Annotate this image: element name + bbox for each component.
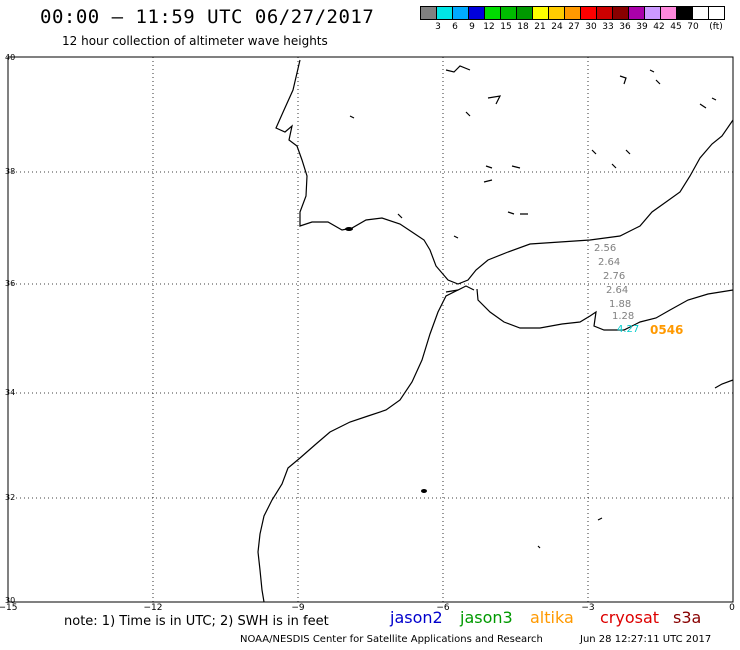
wave-height-label: 2.56 <box>594 243 617 254</box>
color-scale <box>420 6 725 20</box>
scale-label: 45 <box>670 22 682 32</box>
legend-altika: altika <box>530 608 574 627</box>
scale-label: 33 <box>602 22 614 32</box>
wave-height-label: 4.27 <box>617 324 640 335</box>
wave-height-label: 1.88 <box>609 299 632 310</box>
lat-label: 30 <box>5 596 16 605</box>
lat-label: 32 <box>5 493 16 502</box>
map-title: 00:00 — 11:59 UTC 06/27/2017 <box>40 6 375 28</box>
scale-label: 42 <box>653 22 665 32</box>
scale-label: 9 <box>469 22 475 32</box>
scale-label: (ft) <box>709 22 723 32</box>
wave-height-label: 2.64 <box>598 257 621 268</box>
lon-label: −15 <box>0 603 18 613</box>
units-note: note: 1) Time is in UTC; 2) SWH is in fe… <box>64 614 329 629</box>
scale-label: 15 <box>500 22 512 32</box>
legend-jason3: jason3 <box>460 608 513 627</box>
lat-label: 36 <box>5 279 16 288</box>
scale-label: 36 <box>619 22 631 32</box>
wave-height-label: 2.64 <box>606 285 629 296</box>
legend-cryosat: cryosat <box>600 608 660 627</box>
wave-height-label: 2.76 <box>603 271 626 282</box>
scale-label: 70 <box>687 22 699 32</box>
pass-id-label: 0546 <box>650 323 684 337</box>
islands <box>345 227 427 493</box>
lon-label: 0 <box>729 603 735 613</box>
lon-label: −12 <box>143 603 163 613</box>
scale-label: 6 <box>452 22 458 32</box>
scale-label: 18 <box>517 22 529 32</box>
lon-label: −9 <box>291 603 305 613</box>
generated-timestamp: Jun 28 12:27:11 UTC 2017 <box>580 634 712 645</box>
scale-label: 24 <box>551 22 563 32</box>
lon-label: −6 <box>436 603 450 613</box>
map-frame <box>7 56 734 603</box>
color-scale-labels: 3 6 9 12 15 18 21 24 27 30 33 36 39 42 4… <box>421 22 740 34</box>
map-subtitle: 12 hour collection of altimeter wave hei… <box>62 34 328 48</box>
lat-label: 40 <box>5 53 16 62</box>
scale-label: 12 <box>483 22 495 32</box>
scale-label: 21 <box>534 22 546 32</box>
scale-label: 3 <box>435 22 441 32</box>
graticule <box>8 57 733 602</box>
lat-label: 38 <box>5 167 16 176</box>
scale-swatch <box>708 6 725 20</box>
scale-label: 27 <box>568 22 580 32</box>
lat-label: 34 <box>5 388 16 397</box>
scale-label: 30 <box>585 22 597 32</box>
lon-label: −3 <box>581 603 595 613</box>
credit-line: NOAA/NESDIS Center for Satellite Applica… <box>240 634 543 645</box>
legend-s3a: s3a <box>673 608 702 627</box>
wave-height-label: 1.28 <box>612 311 635 322</box>
legend-jason2: jason2 <box>390 608 443 627</box>
scale-label: 39 <box>636 22 648 32</box>
